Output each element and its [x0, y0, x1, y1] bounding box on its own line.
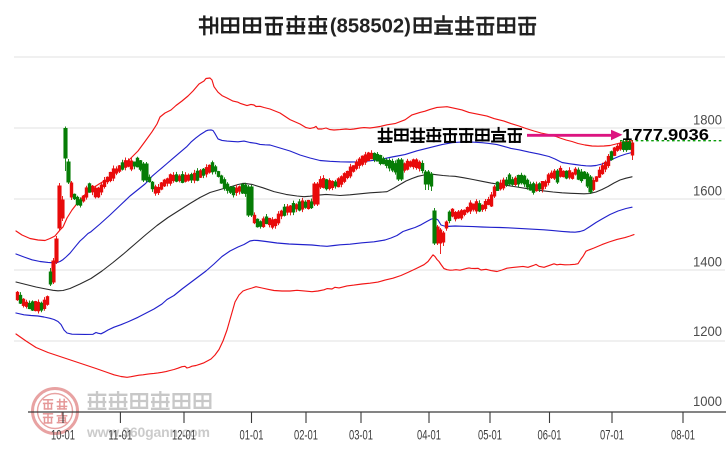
svg-text:10-01: 10-01: [51, 428, 75, 443]
svg-text:(858502): (858502): [330, 15, 411, 37]
svg-text:02-01: 02-01: [294, 428, 318, 443]
svg-text:1800: 1800: [693, 112, 722, 128]
svg-text:12-01: 12-01: [172, 428, 196, 443]
svg-text:www.360gann.com: www.360gann.com: [86, 424, 210, 440]
svg-text:08-01: 08-01: [671, 428, 695, 443]
svg-text:1777.9036: 1777.9036: [622, 127, 709, 144]
svg-text:07-01: 07-01: [600, 428, 624, 443]
svg-text:01-01: 01-01: [240, 428, 264, 443]
svg-text:03-01: 03-01: [349, 428, 373, 443]
svg-text:11-01: 11-01: [108, 428, 132, 443]
svg-text:06-01: 06-01: [538, 428, 562, 443]
svg-text:1600: 1600: [693, 183, 722, 199]
svg-text:1200: 1200: [693, 323, 722, 339]
svg-text:04-01: 04-01: [417, 428, 441, 443]
svg-text:1400: 1400: [693, 254, 722, 270]
svg-text:05-01: 05-01: [478, 428, 502, 443]
svg-text:1000: 1000: [693, 393, 722, 409]
